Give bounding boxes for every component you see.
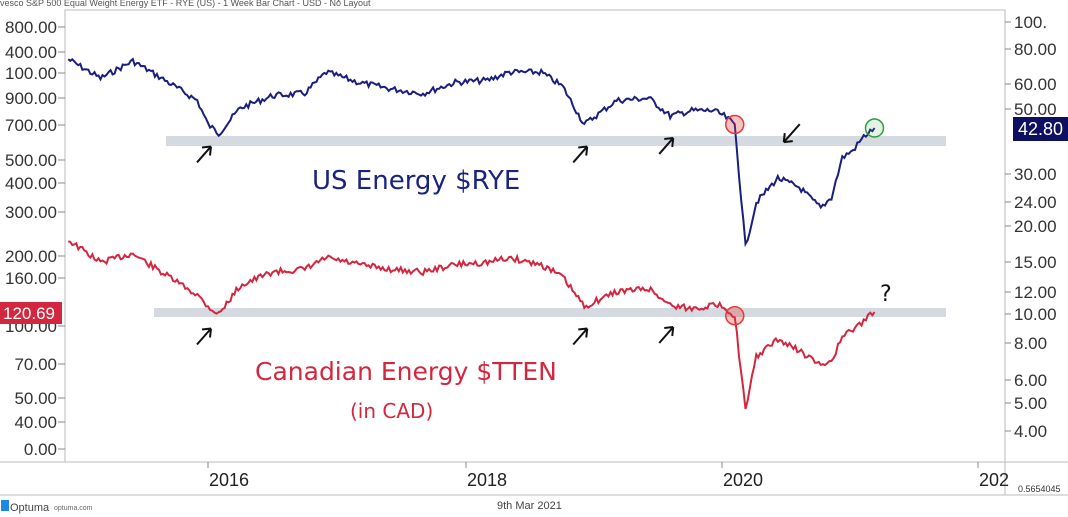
annotation-in-cad: (in CAD) — [350, 399, 433, 423]
arrow-rye-2 — [658, 136, 675, 155]
arrow-tten-4 — [196, 327, 212, 346]
series-rye — [67, 57, 876, 248]
last-value-rye: 42.80 — [1013, 117, 1068, 141]
right-tick-label-1: 80.00 — [1014, 40, 1057, 59]
arrow-rye-1 — [572, 145, 589, 164]
footer-site: optuma.com — [54, 505, 93, 512]
right-tick-label-8: 12.00 — [1014, 283, 1057, 302]
arrow-rye-0 — [196, 145, 212, 164]
annotation-us-energy: US Energy $RYE — [312, 166, 520, 196]
header-edit-icon[interactable] — [337, 0, 346, 2]
left-tick-label-6: 400.00 — [5, 174, 57, 193]
circle-rye-0 — [725, 114, 745, 135]
left-tick-label-9: 160.00 — [5, 269, 57, 288]
circle-rye-1 — [864, 118, 885, 138]
circle-tten-2 — [725, 305, 745, 326]
x-tick-label-3: 202 — [979, 470, 1009, 490]
right-tick-label-5: 24.00 — [1014, 193, 1057, 212]
left-tick-label-8: 200.00 — [5, 247, 57, 266]
left-axis: 800.00 400.00 100.00 900.00 700.00 500.00 400.… — [5, 18, 65, 459]
right-axis: 100. 80.00 60.00 50.00 30.00 24.00 20.00 15.00 1… — [1005, 13, 1057, 441]
support-band-rye — [166, 136, 946, 146]
left-tick-label-1: 400.00 — [5, 43, 57, 62]
right-tick-label-2: 60.00 — [1014, 75, 1057, 94]
right-tick-label-0: 100. — [1014, 13, 1047, 32]
left-tick-label-0: 800.00 — [5, 18, 57, 37]
x-tick-label-2: 2020 — [723, 470, 763, 490]
last-value-tten: 120.69 — [0, 302, 62, 324]
right-tick-label-4: 30.00 — [1014, 165, 1057, 184]
annotation-question-mark: ? — [880, 282, 892, 307]
optuma-logo — [1, 500, 9, 511]
right-tick-label-11: 6.00 — [1014, 371, 1047, 390]
right-tick-label-6: 20.00 — [1014, 217, 1057, 236]
left-tick-label-13: 40.00 — [14, 413, 57, 432]
annotation-canadian-energy: Canadian Energy $TTEN — [255, 357, 557, 386]
last-value-rye-text: 42.80 — [1018, 119, 1063, 139]
arrow-tten-5 — [572, 327, 589, 346]
left-tick-label-7: 300.00 — [5, 203, 57, 222]
right-tick-label-12: 5.00 — [1014, 394, 1047, 413]
x-tick-label-0: 2016 — [209, 470, 249, 490]
right-tick-label-10: 8.00 — [1014, 334, 1047, 353]
right-tick-label-3: 50.00 — [1014, 100, 1057, 119]
last-value-tten-text: 120.69 — [3, 304, 55, 323]
x-axis: 2016 2018 2020 202 — [207, 462, 1009, 490]
left-tick-label-14: 0.00 — [24, 440, 57, 459]
plot-area[interactable] — [64, 9, 1006, 463]
right-tick-label-9: 10.00 — [1014, 305, 1057, 324]
x-tick-label-1: 2018 — [467, 470, 507, 490]
left-tick-label-4: 700.00 — [5, 116, 57, 135]
chart-title: vesco S&P 500 Equal Weight Energy ETF - … — [0, 0, 371, 8]
series-line-tten — [68, 240, 876, 410]
support-band-tten — [154, 308, 946, 317]
left-tick-label-2: 100.00 — [5, 64, 57, 83]
right-tick-label-13: 4.00 — [1014, 422, 1047, 441]
series-line-rye — [67, 57, 876, 248]
annotation-marks — [196, 114, 885, 346]
left-tick-label-5: 500.00 — [5, 151, 57, 170]
arrow-rye-3 — [782, 123, 801, 144]
right-tick-label-7: 15.00 — [1014, 253, 1057, 272]
scale-readout: 0.5654045 — [1018, 484, 1061, 494]
series-tten — [68, 239, 876, 412]
footer-date: 9th Mar 2021 — [497, 500, 562, 512]
left-tick-label-12: 50.00 — [14, 389, 57, 408]
footer-brand: Optuma — [10, 502, 50, 514]
left-tick-label-3: 900.00 — [5, 89, 57, 108]
arrow-tten-6 — [658, 326, 675, 344]
left-tick-label-11: 70.00 — [14, 355, 57, 374]
